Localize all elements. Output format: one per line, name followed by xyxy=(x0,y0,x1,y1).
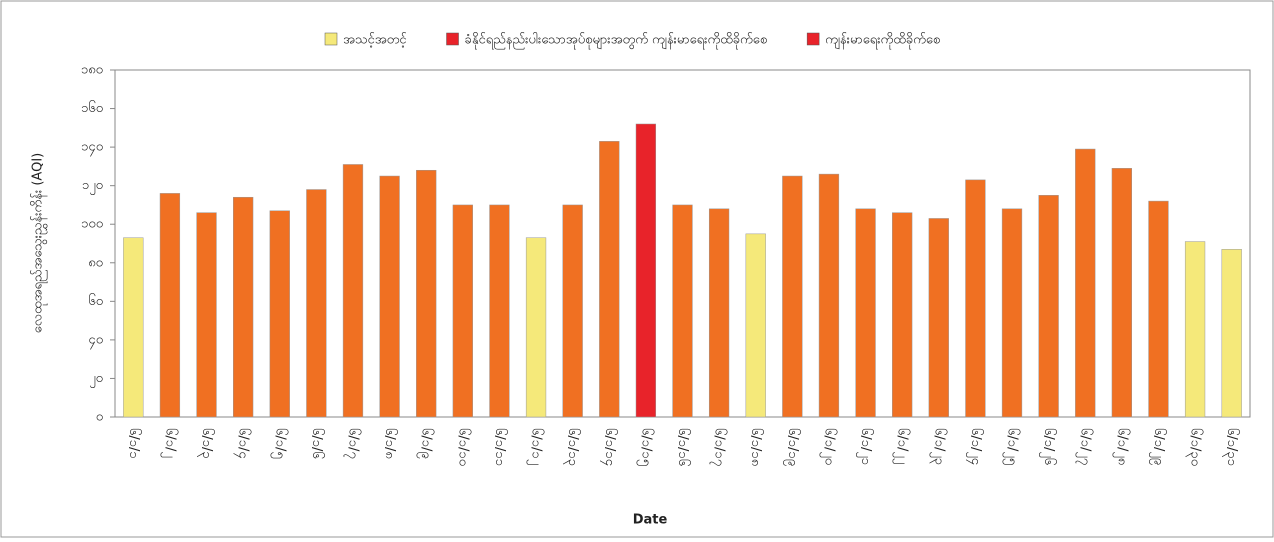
x-tick-label: ၆/၁/၇ xyxy=(343,428,361,459)
x-tick-label: ၆/၁/၁၅ xyxy=(636,428,654,466)
x-tick-label: ၆/၁/၄ xyxy=(234,428,252,459)
x-tick-label: ၆/၁/၁၄ xyxy=(600,428,618,467)
y-tick-label: ၁၈၀ xyxy=(81,63,103,78)
x-tick-label: ၆/၁/၂၅ xyxy=(1003,428,1021,465)
bar xyxy=(306,189,327,418)
legend-label: အသင့်အတင့် xyxy=(343,32,407,48)
legend-label: ကျန်းမာရေးကိုထိခိုက်စေ xyxy=(825,32,940,50)
bar xyxy=(855,208,876,418)
bar xyxy=(562,204,583,418)
x-tick-label: ၆/၁/၂ xyxy=(160,428,178,458)
bar xyxy=(965,179,986,418)
bar xyxy=(525,237,547,418)
bar xyxy=(269,210,290,418)
y-tick-label: ၀ xyxy=(96,410,103,425)
bar xyxy=(1111,168,1132,418)
y-tick-label: ၂၀ xyxy=(89,371,103,388)
x-tick-label: ၆/၁/၂၂ xyxy=(893,428,911,464)
bar xyxy=(1038,195,1059,418)
x-tick-label: ၆/၁/၁၂ xyxy=(527,428,545,465)
x-tick-label: ၆/၁/၅ xyxy=(270,428,288,459)
y-tick-label: ၁၀၀ xyxy=(81,217,103,232)
x-tick-label: ၆/၁/၂၆ xyxy=(1039,428,1057,465)
bar xyxy=(1001,208,1023,418)
x-tick-label: ၆/၁/၁၇ xyxy=(710,428,728,466)
x-tick-label: ၆/၁/၁၆ xyxy=(675,428,691,466)
x-tick-label: ၆/၁/၃၁ xyxy=(1222,428,1240,466)
legend-swatch xyxy=(324,32,338,46)
bar xyxy=(379,175,400,418)
y-tick-label: ၄၀ xyxy=(88,332,103,349)
x-tick-label: ၆/၁/၁၉ xyxy=(783,428,801,466)
bar xyxy=(635,123,657,418)
y-tick-label: ၆၀ xyxy=(88,293,103,309)
bar xyxy=(1075,148,1096,418)
x-tick-label: ၆/၁/၂၄ xyxy=(966,428,984,466)
x-tick-label: ၆/၁/၁၀ xyxy=(455,428,471,466)
bar xyxy=(892,212,913,418)
legend-swatch xyxy=(446,32,459,46)
bar xyxy=(452,204,473,418)
x-tick-label: ၆/၁/၂၀ xyxy=(819,428,837,465)
x-tick-label: ၆/၁/၉ xyxy=(417,428,435,459)
x-tick-label: ၆/၁/၈ xyxy=(382,428,398,459)
x-tick-label: ၆/၁/၃၀ xyxy=(1186,428,1204,466)
x-tick-label: ၆/၁/၁၈ xyxy=(748,428,764,466)
bar xyxy=(1148,200,1169,418)
bar xyxy=(489,204,510,418)
bar xyxy=(342,164,364,418)
legend-swatch xyxy=(806,32,820,46)
x-tick-label: ၆/၁/၂၁ xyxy=(856,428,874,465)
bar xyxy=(782,175,803,418)
y-tick-label: ၁၂၀ xyxy=(82,178,103,195)
x-tick-label: ၆/၁/၂၈ xyxy=(1112,428,1130,465)
bar xyxy=(818,173,840,418)
x-axis-label: Date xyxy=(633,513,668,528)
y-tick-label: ၈၀ xyxy=(88,255,103,270)
bar xyxy=(233,196,254,418)
x-tick-label: ၆/၁/၁၃ xyxy=(563,428,581,466)
legend-label: ခံနိုင်ရည်နည်းပါးသောအုပ်စုများအတွက် ကျန်… xyxy=(465,32,768,50)
x-tick-label: ၆/၁/၂၉ xyxy=(1149,428,1167,465)
x-tick-label: ၆/၁/၂၇ xyxy=(1076,428,1094,465)
bar xyxy=(672,204,693,418)
x-tick-label: ၆/၁/၆ xyxy=(309,428,325,459)
y-tick-label: ၁၆၀ xyxy=(81,100,103,116)
x-tick-label: ၆/၁/၂၃ xyxy=(929,428,947,465)
bar xyxy=(928,218,949,418)
bar xyxy=(416,169,437,418)
y-tick-label: ၁၄၀ xyxy=(81,140,103,157)
bar xyxy=(599,141,620,418)
bar xyxy=(196,212,217,418)
bar xyxy=(1184,241,1206,418)
y-axis-label: လေထုအရည်အသွေးညွှန်းကိန်း (AQI) xyxy=(30,153,48,334)
bar xyxy=(159,193,181,418)
bar xyxy=(745,233,766,418)
x-tick-label: ၆/၁/၃ xyxy=(197,428,215,459)
bar xyxy=(708,208,730,418)
x-tick-label: ၆/၁/၁၁ xyxy=(492,428,508,466)
bar xyxy=(1221,249,1242,418)
x-tick-label: ၆/၁/၁ xyxy=(126,428,142,459)
bar xyxy=(123,237,144,418)
